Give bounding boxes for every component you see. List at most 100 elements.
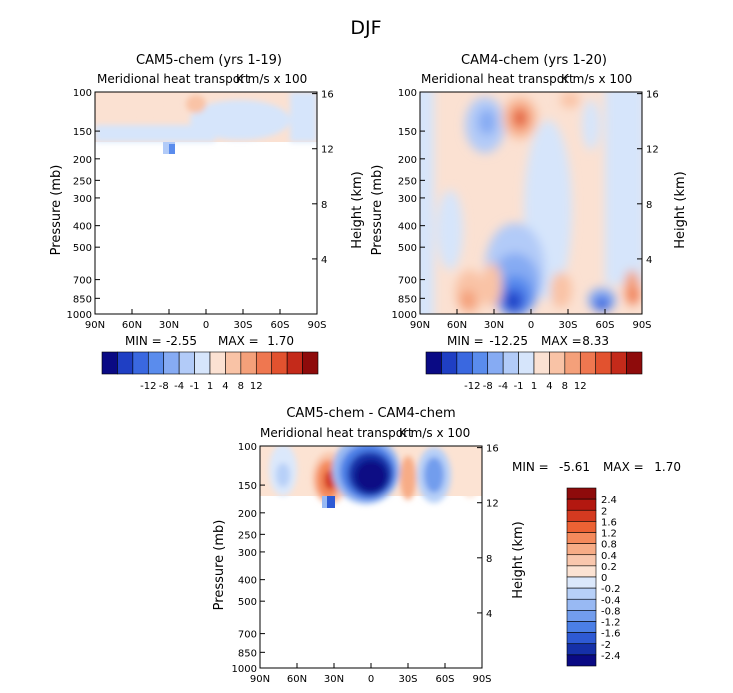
colorbar-label: 1.6 — [601, 517, 617, 528]
max-value: 1.70 — [267, 334, 294, 348]
latitude-tick-label: 0 — [368, 674, 374, 685]
pressure-tick-label: 150 — [73, 127, 92, 138]
pressure-tick-label: 400 — [238, 576, 257, 587]
colorbar-swatch — [564, 351, 581, 375]
panel-title: CAM5-chem (yrs 1-19) — [136, 53, 282, 68]
colorbar-label: 8 — [562, 381, 568, 392]
height-tick-label: 8 — [646, 200, 652, 211]
latitude-axis: 90N 60N 30N 0 30S 60S 90S — [410, 309, 652, 331]
height-tick-label: 16 — [646, 90, 659, 101]
panel-subtitle: Meridional heat transport — [421, 72, 574, 86]
latitude-tick-label: 90N — [250, 674, 270, 685]
pressure-axis: 100 150 200 250 300 400 500 700 850 1000 — [232, 442, 265, 675]
colorbar-label: -1.6 — [601, 629, 621, 640]
height-axis: 16 12 8 4 — [477, 444, 499, 620]
latitude-axis: 90N 60N 30N 0 30S 60S 90S — [250, 663, 492, 685]
stats: MIN = -5.61 MAX = 1.70 — [512, 460, 681, 474]
colorbar-swatch — [566, 643, 597, 656]
min-label: MIN = — [125, 334, 162, 348]
colorbar-label: 1.2 — [601, 529, 617, 540]
colorbar-swatch — [566, 621, 597, 633]
colorbar-swatch — [566, 532, 597, 544]
pressure-tick-label: 700 — [238, 630, 257, 641]
colorbar-label: 1 — [207, 381, 213, 392]
panel-units: K m/s x 100 — [399, 426, 470, 440]
colorbar: -12 -8 -4 -1 1 4 8 12 — [425, 351, 643, 392]
field-negative-region — [420, 92, 434, 314]
pressure-tick-label: 150 — [238, 481, 257, 492]
pressure-tick-label: 300 — [398, 194, 417, 205]
pressure-tick-label: 500 — [398, 243, 417, 254]
colorbar-label: 12 — [250, 381, 263, 392]
pressure-tick-label: 200 — [73, 155, 92, 166]
colorbar-label: -4 — [498, 381, 508, 392]
latitude-tick-label: 60N — [122, 320, 142, 331]
colorbar-label: -0.4 — [601, 595, 621, 606]
height-tick-label: 12 — [646, 145, 659, 156]
pressure-tick-label: 1000 — [67, 310, 92, 321]
colorbar-label: -1 — [514, 381, 524, 392]
stats: MIN = -2.55 MAX = 1.70 — [125, 334, 294, 348]
axes: 100 150 200 250 300 400 500 700 850 1000 16 12 8 4 9… — [67, 88, 334, 331]
colorbar-swatch — [566, 598, 597, 611]
colorbar-swatch — [566, 610, 597, 622]
colorbar-swatch — [425, 351, 442, 375]
y2-axis-label: Height (km) — [350, 171, 365, 248]
min-value: -2.55 — [166, 334, 197, 348]
plot-area — [95, 92, 317, 314]
min-label: MIN = — [447, 334, 484, 348]
colorbar-label: -12 — [140, 381, 156, 392]
pressure-tick-label: 500 — [238, 597, 257, 608]
colorbar-swatch — [566, 565, 597, 578]
latitude-tick-label: 60N — [287, 674, 307, 685]
y2-axis-label: Height (km) — [511, 521, 526, 598]
max-label: MAX = — [603, 460, 644, 474]
latitude-tick-label: 60S — [435, 674, 454, 685]
latitude-tick-label: 0 — [528, 320, 534, 331]
height-tick-label: 8 — [321, 200, 327, 211]
latitude-tick-label: 30S — [558, 320, 577, 331]
colorbar-swatch — [610, 351, 627, 375]
pressure-tick-label: 100 — [238, 442, 257, 453]
colorbar-swatch — [566, 543, 597, 556]
latitude-tick-label: 0 — [203, 320, 209, 331]
latitude-tick-label: 60S — [270, 320, 289, 331]
colorbar-label: -12 — [464, 381, 480, 392]
pressure-tick-label: 300 — [238, 548, 257, 559]
colorbar-label: -2.4 — [601, 651, 621, 662]
colorbar-swatch — [471, 351, 489, 375]
latitude-tick-label: 30S — [398, 674, 417, 685]
latitude-tick-label: 30N — [159, 320, 179, 331]
figure-title: DJF — [350, 17, 381, 39]
colorbar-swatch — [286, 351, 303, 375]
latitude-tick-label: 90N — [85, 320, 105, 331]
y-axis-label: Pressure (mb) — [49, 165, 64, 256]
pressure-tick-label: 400 — [73, 222, 92, 233]
pressure-tick-label: 1000 — [232, 664, 257, 675]
height-axis: 16 12 8 4 — [312, 90, 334, 266]
colorbar-label: 1 — [531, 381, 537, 392]
pressure-axis: 100 150 200 250 300 400 500 700 850 1000 — [392, 88, 425, 321]
panel-cam4: CAM4-chem (yrs 1-20) Meridional heat tra… — [370, 53, 688, 392]
colorbar-swatch — [595, 351, 612, 375]
colorbar-swatch — [271, 351, 288, 375]
colorbar-swatch — [132, 351, 149, 375]
panel-subtitle: Meridional heat transport — [97, 72, 250, 86]
panel-subtitle: Meridional heat transport — [260, 426, 413, 440]
y2-axis-label: Height (km) — [673, 171, 688, 248]
colorbar-swatch — [533, 351, 550, 375]
colorbar-label: -0.8 — [601, 606, 621, 617]
colorbar-swatch — [194, 351, 211, 375]
colorbar-label: -2 — [601, 640, 611, 651]
pressure-tick-label: 200 — [238, 509, 257, 520]
pressure-tick-label: 250 — [73, 176, 92, 187]
colorbar-swatch — [302, 351, 319, 375]
panel-units: K m/s x 100 — [561, 72, 632, 86]
pressure-tick-label: 400 — [398, 222, 417, 233]
axes: 100 150 200 250 300 400 500 700 850 1000 16 12 8 4 9… — [392, 88, 659, 331]
pressure-tick-label: 850 — [238, 648, 257, 659]
colorbar-swatch — [487, 351, 504, 375]
panel-title: CAM5-chem - CAM4-chem — [286, 406, 455, 421]
pressure-tick-label: 850 — [73, 294, 92, 305]
